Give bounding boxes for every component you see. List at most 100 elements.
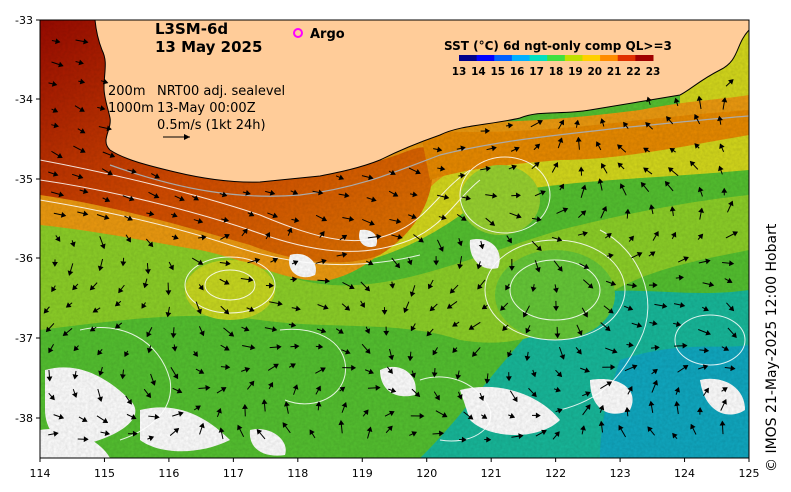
current-arrow — [511, 192, 521, 199]
current-arrow — [673, 302, 686, 308]
current-arrow — [429, 303, 438, 312]
current-arrow — [484, 373, 491, 384]
current-arrow — [71, 389, 78, 398]
current-arrow — [118, 284, 125, 294]
current-arrow — [53, 413, 65, 420]
current-arrow — [595, 141, 602, 151]
current-arrow — [675, 274, 684, 281]
current-arrow — [388, 348, 395, 361]
current-arrow — [531, 412, 541, 419]
current-arrow — [241, 367, 251, 373]
current-arrow — [698, 258, 711, 265]
altimetry-label: NRT00 adj. sealevel — [157, 84, 285, 99]
current-arrow — [315, 214, 328, 222]
colorbar-tick-label: 16 — [510, 66, 525, 78]
current-arrow — [552, 431, 560, 440]
current-arrow — [458, 172, 466, 179]
current-arrow — [316, 327, 327, 334]
isobath-1000m — [109, 115, 749, 197]
x-tick-label: 118 — [287, 467, 308, 480]
current-arrow — [336, 251, 348, 258]
current-arrow — [171, 234, 179, 240]
current-arrow — [720, 399, 727, 411]
x-tick-label: 125 — [739, 467, 760, 480]
current-arrow — [580, 367, 590, 373]
current-arrow — [435, 410, 448, 418]
current-arrow — [719, 420, 726, 435]
current-arrow — [480, 128, 491, 134]
current-arrow — [50, 191, 65, 198]
current-arrow — [511, 433, 524, 440]
colorbar-segment — [529, 55, 548, 61]
isobath-label-200: 200m — [108, 84, 145, 99]
date-title: 13 May 2025 — [155, 38, 262, 56]
current-arrow — [291, 217, 300, 223]
current-arrow — [261, 399, 268, 412]
current-arrow — [265, 189, 276, 196]
colorbar-segment — [494, 55, 513, 61]
current-arrow — [172, 411, 184, 417]
current-arrow — [531, 161, 540, 170]
current-arrow — [198, 284, 204, 291]
current-arrow — [535, 429, 547, 437]
current-arrow — [669, 147, 676, 154]
current-arrow — [689, 160, 699, 170]
current-arrow — [698, 364, 709, 370]
current-arrow — [531, 240, 542, 251]
current-arrow — [242, 344, 256, 351]
y-tick-label: -35 — [15, 173, 33, 186]
current-arrow — [220, 305, 230, 315]
colorbar-tick-label: 20 — [587, 66, 602, 78]
current-arrow — [146, 210, 155, 217]
x-tick-label: 120 — [416, 467, 437, 480]
argo-marker-icon — [293, 28, 303, 38]
current-arrow — [198, 234, 207, 241]
current-arrow — [241, 326, 250, 332]
current-arrow — [97, 348, 103, 356]
x-tick-label: 119 — [352, 467, 373, 480]
current-arrow — [72, 283, 79, 291]
current-arrow — [727, 327, 737, 338]
current-arrow — [617, 144, 627, 153]
current-arrow — [51, 122, 59, 129]
current-arrow — [198, 326, 205, 337]
current-arrow — [646, 96, 652, 105]
current-arrow — [170, 212, 178, 218]
current-arrow — [171, 344, 178, 352]
current-arrow — [507, 350, 513, 358]
current-arrow — [624, 406, 631, 417]
y-tick-label: -34 — [15, 93, 33, 106]
current-arrow — [247, 257, 261, 264]
x-tick-label: 121 — [481, 467, 502, 480]
current-arrow — [671, 231, 677, 240]
colorbar-tick-label: 15 — [490, 66, 505, 78]
current-arrow — [697, 233, 704, 240]
current-arrow — [122, 195, 135, 202]
colorbar-segment — [459, 55, 478, 61]
current-arrow — [468, 321, 481, 330]
current-arrow — [51, 38, 61, 45]
current-arrow — [216, 387, 227, 394]
current-arrow — [508, 164, 517, 171]
current-arrow — [673, 97, 680, 107]
current-arrow — [290, 343, 300, 350]
current-arrow — [580, 425, 586, 435]
current-arrow — [674, 400, 681, 414]
current-arrow — [602, 364, 616, 371]
current-arrow — [366, 196, 377, 203]
current-arrow — [433, 391, 440, 401]
current-arrow — [486, 145, 497, 152]
current-arrow — [721, 187, 728, 196]
colorbar-segment — [635, 55, 654, 61]
y-tick-label: -38 — [15, 412, 33, 425]
current-arrow — [388, 169, 396, 176]
current-arrow — [643, 147, 650, 153]
current-arrow — [75, 38, 89, 45]
current-arrow — [51, 285, 57, 293]
current-arrow — [461, 195, 471, 201]
scale-label: 0.5m/s (1kt 24h) — [157, 118, 266, 133]
current-arrow — [335, 174, 345, 181]
current-arrow — [690, 423, 697, 435]
current-arrow — [623, 121, 629, 129]
